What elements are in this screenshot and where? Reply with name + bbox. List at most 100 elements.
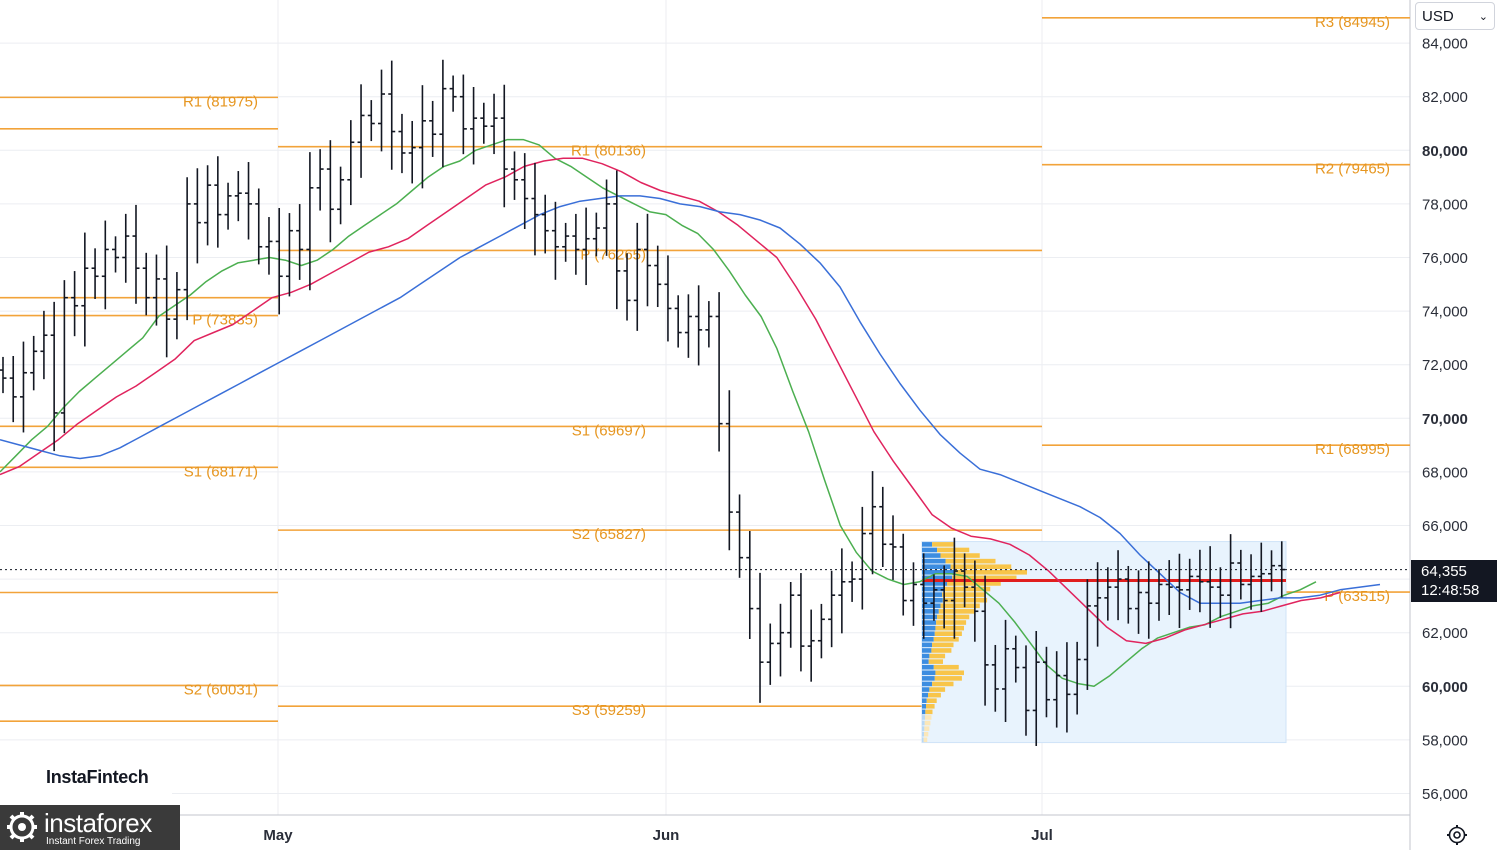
ohlc-bar [848, 561, 856, 602]
ohlc-bar [633, 222, 641, 331]
ohlc-bar [1073, 641, 1081, 715]
volume-profile-bar [938, 609, 975, 614]
ohlc-bar [961, 553, 969, 608]
ohlc-bar [224, 182, 232, 230]
ohlc-bar [766, 623, 774, 685]
pivot-label: R1 (81975) [183, 93, 258, 110]
ohlc-bar [285, 213, 293, 297]
ohlc-bar [562, 222, 570, 262]
price-axis-label: 56,000 [1422, 786, 1468, 803]
volume-profile-bar [922, 603, 941, 609]
ohlc-bar [296, 204, 304, 280]
ohlc-bar [1227, 534, 1235, 629]
pivot-label: S1 (69697) [572, 422, 646, 439]
ohlc-bar [306, 152, 314, 291]
price-axis-label: 62,000 [1422, 625, 1468, 642]
ohlc-bar [909, 562, 917, 626]
price-axis-label: 78,000 [1422, 196, 1468, 213]
volume-profile-bar [922, 737, 924, 743]
ohlc-bar [50, 301, 58, 452]
ohlc-bar [1012, 635, 1020, 683]
volume-profile-bar [922, 564, 951, 569]
ohlc-bar [1196, 549, 1204, 613]
ohlc-bar [1155, 569, 1163, 621]
volume-profile-bar [922, 586, 944, 592]
ohlc-bar [347, 120, 355, 206]
volume-profile-bar [947, 581, 1001, 586]
volume-profile-bar [940, 603, 980, 609]
price-axis-label: 84,000 [1422, 36, 1468, 53]
volume-profile-bar [955, 569, 1027, 575]
ohlc-bar [1042, 646, 1050, 718]
ohlc-bar [603, 179, 611, 256]
volume-profile-bar [922, 569, 956, 575]
ma_mid-line [0, 157, 1341, 645]
volume-profile-bar [922, 642, 933, 648]
pivot-label: R1 (68995) [1315, 441, 1390, 458]
ohlc-bar [357, 84, 365, 178]
volume-profile-bar [940, 553, 980, 558]
volume-profile-bar [922, 698, 927, 703]
volume-profile-bar [922, 715, 926, 720]
volume-profile-bar [922, 558, 946, 564]
currency-selector[interactable]: USD ⌄ [1415, 2, 1495, 30]
settings-icon[interactable] [1445, 823, 1469, 847]
volume-profile-bar [922, 597, 943, 603]
ohlc-bar [1257, 542, 1265, 613]
watermark: InstaFintech [0, 743, 172, 805]
volume-profile-bar [922, 636, 934, 642]
ohlc-bar [981, 575, 989, 706]
ohlc-bar [1124, 565, 1132, 624]
volume-profile-bar [924, 720, 931, 726]
ohlc-bar [337, 166, 345, 225]
ohlc-bar [899, 533, 907, 616]
ohlc-bar [71, 271, 79, 337]
ohlc-bar [480, 102, 488, 144]
ohlc-bar [838, 548, 846, 634]
ohlc-bar [930, 574, 938, 621]
ohlc-bar [1083, 579, 1091, 690]
volume-profile-bar [922, 709, 926, 715]
price-axis-label: 74,000 [1422, 304, 1468, 321]
pivot-label: S1 (68171) [184, 463, 258, 480]
ohlc-bar [1032, 631, 1040, 747]
ohlc-bar [1216, 567, 1224, 618]
volume-profile-bar [922, 620, 937, 625]
ohlc-bar [19, 341, 27, 433]
ohlc-bar [1114, 550, 1122, 621]
ohlc-bar [1135, 570, 1143, 634]
ohlc-bar [163, 245, 171, 358]
ohlc-bar [132, 204, 140, 304]
ohlc-bar [60, 280, 68, 434]
volume-profile-bar [922, 625, 936, 631]
time-axis[interactable]: May Jun Jul [263, 827, 1052, 844]
volume-profile-bar [926, 698, 937, 703]
pivot-label: S2 (60031) [184, 681, 258, 698]
price-axis[interactable]: 84,000 82,000 80,000 78,000 76,000 74,000 72,0… [1411, 0, 1500, 850]
brand-name: instaforex [44, 808, 152, 838]
ohlc-bar [152, 254, 160, 326]
volume-profile-bar [935, 670, 964, 676]
price-axis-label: 68,000 [1422, 464, 1468, 481]
ohlc-bar [1145, 561, 1153, 639]
ohlc-bar [500, 84, 508, 208]
ma_fast-line [0, 138, 1317, 688]
ohlc-bar [664, 255, 672, 342]
volume-profile-bar [928, 692, 941, 698]
ohlc-bar [828, 570, 836, 648]
ohlc-bar [817, 603, 825, 659]
ohlc-bar [613, 170, 621, 310]
brand-tagline: Instant Forex Trading [46, 836, 141, 847]
volume-profile-bar [922, 653, 930, 659]
volume-profile-bar [922, 726, 925, 731]
time-axis-label: May [263, 827, 293, 844]
ohlc-bar [275, 208, 283, 315]
ohlc-bar [234, 171, 242, 222]
pivot-label: R2 (79465) [1315, 161, 1390, 178]
volume-profile-bar [922, 664, 934, 670]
ohlc-bar [674, 295, 682, 348]
ohlc-bar [623, 253, 631, 321]
pivot-label: P (73835) [192, 312, 258, 329]
ohlc-bar [1247, 554, 1255, 610]
